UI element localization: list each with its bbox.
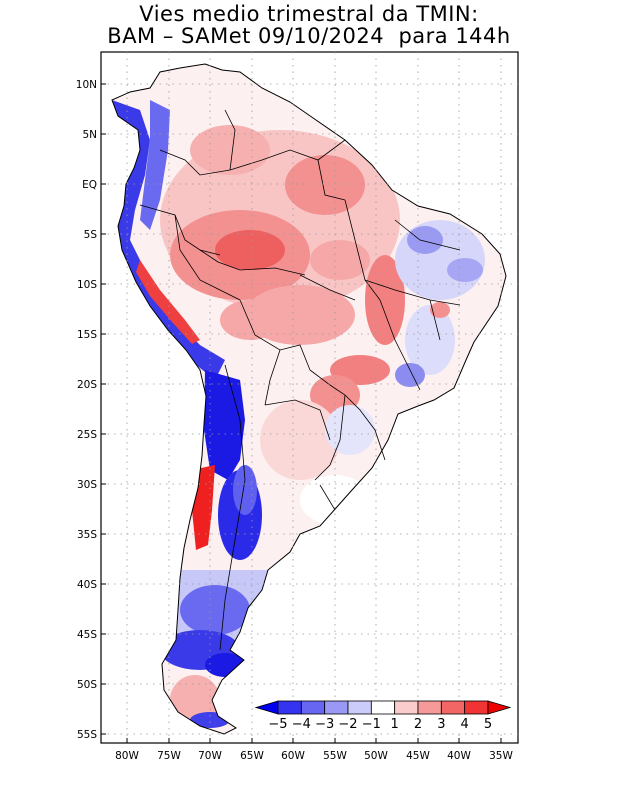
lat-label: 15S bbox=[77, 329, 97, 341]
lat-label: EQ bbox=[82, 179, 97, 191]
lon-label: 60W bbox=[281, 750, 305, 762]
lon-label: 40W bbox=[447, 750, 471, 762]
colorbar-label: −5 bbox=[268, 717, 287, 732]
colorbar-label: 5 bbox=[484, 717, 492, 732]
lon-label: 35W bbox=[489, 750, 513, 762]
longitude-labels: 80W 75W 70W 65W 60W 55W 50W 45W 40W 35W bbox=[115, 750, 513, 762]
colorbar-swatch bbox=[464, 700, 489, 715]
colorbar-swatch bbox=[417, 700, 442, 715]
colorbar-label: 4 bbox=[461, 717, 469, 732]
colorbar-label: −3 bbox=[315, 717, 334, 732]
lat-label: 10S bbox=[77, 279, 97, 291]
country-borders bbox=[139, 109, 461, 651]
colorbar-swatch bbox=[440, 700, 466, 715]
tick-marks bbox=[101, 83, 502, 743]
lon-label: 75W bbox=[157, 750, 181, 762]
colorbar-label: −4 bbox=[292, 717, 311, 732]
lat-label: 30S bbox=[77, 479, 97, 491]
lon-label: 50W bbox=[364, 750, 388, 762]
lat-label: 35S bbox=[77, 529, 97, 541]
lat-label: 10N bbox=[76, 79, 97, 91]
colorbar-label: −1 bbox=[362, 717, 381, 732]
lat-label: 55S bbox=[77, 729, 97, 741]
continent-outline bbox=[111, 63, 507, 735]
colorbar-swatch bbox=[324, 700, 349, 715]
colorbar-label: 2 bbox=[414, 717, 422, 732]
grid-lines bbox=[101, 52, 518, 743]
lat-label: 25S bbox=[77, 429, 97, 441]
map-title-line-1: Vies medio trimestral da TMIN: bbox=[139, 2, 479, 26]
map-title-line-2: BAM – SAMet 09/10/2024 para 144h bbox=[107, 24, 511, 48]
colorbar-swatch bbox=[277, 700, 302, 715]
lon-label: 80W bbox=[115, 750, 139, 762]
colorbar-swatch bbox=[300, 700, 326, 715]
colorbar-label: 3 bbox=[437, 717, 445, 732]
lat-label: 50S bbox=[77, 679, 97, 691]
lon-label: 55W bbox=[323, 750, 347, 762]
lat-label: 20S bbox=[77, 379, 97, 391]
colorbar-arrow-right bbox=[487, 700, 512, 715]
lon-label: 45W bbox=[406, 750, 430, 762]
colorbar-swatch bbox=[347, 700, 372, 715]
colorbar: −5 −4 −3 −2 −1 1 2 3 4 5 bbox=[254, 697, 514, 733]
colorbar-label: −2 bbox=[338, 717, 357, 732]
lat-label: 5N bbox=[82, 129, 97, 141]
lat-label: 5S bbox=[84, 229, 98, 241]
colorbar-swatch bbox=[394, 700, 419, 715]
colorbar-swatch bbox=[370, 700, 396, 715]
lat-label: 45S bbox=[77, 629, 97, 641]
latitude-labels: 10N 5N EQ 5S 10S 15S 20S 25S 30S 35S 40S… bbox=[76, 79, 98, 741]
colorbar-label: 1 bbox=[391, 717, 399, 732]
lon-label: 70W bbox=[198, 750, 222, 762]
lat-label: 40S bbox=[77, 579, 97, 591]
lon-label: 65W bbox=[240, 750, 264, 762]
